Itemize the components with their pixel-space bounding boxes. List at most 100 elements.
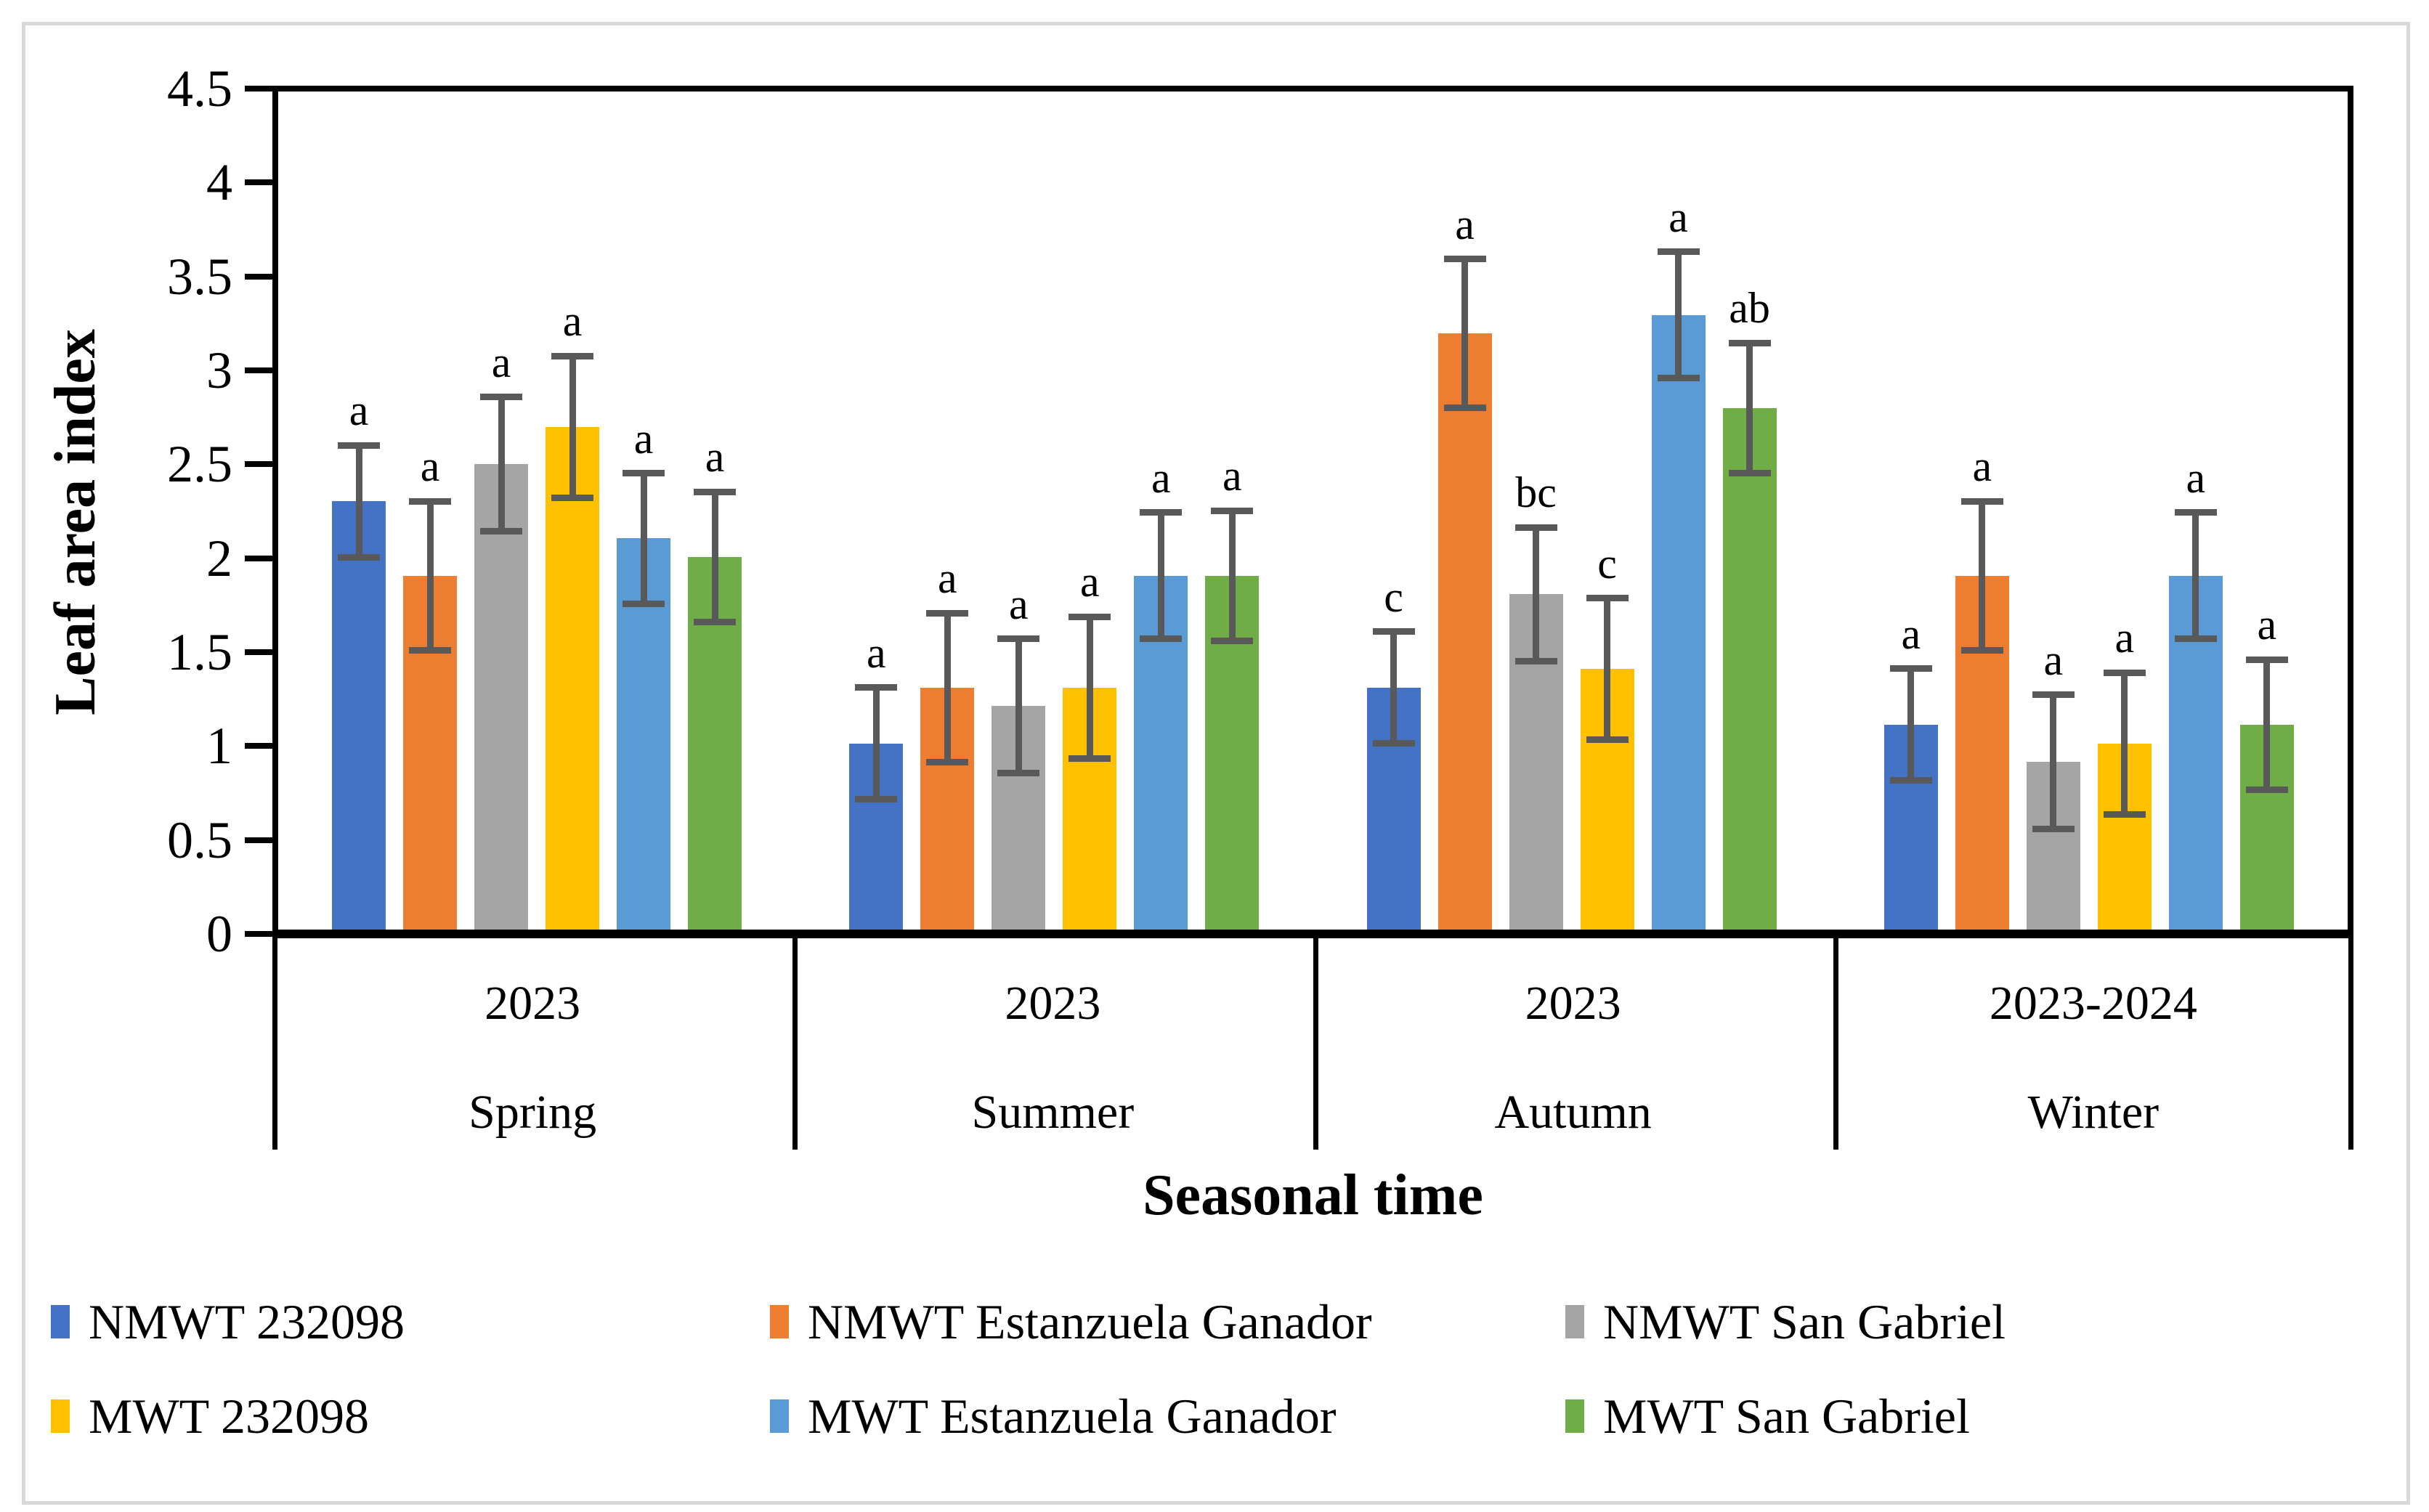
error-bar-cap [2174,509,2217,516]
error-bar-cap [694,488,737,495]
category-year-label: 2023 [1525,977,1621,1030]
y-tick-label: 2.5 [167,435,232,494]
significance-letter: ab [1729,284,1770,333]
significance-letter: a [1972,442,1992,491]
error-bar-cap [551,494,594,501]
error-bar-cap [480,394,523,401]
error-bar-cap [2245,656,2288,663]
y-tick-label: 0 [206,905,232,963]
error-bar [1533,527,1540,662]
category-divider [2348,938,2353,1150]
significance-letter: bc [1515,468,1557,517]
error-bar-cap [480,527,523,535]
error-bar-cap [338,442,381,449]
error-bar-cap [997,770,1040,777]
error-bar-cap [2174,635,2217,643]
significance-letter: a [2186,453,2206,502]
error-bar [355,445,362,558]
y-tick-label: 0.5 [167,810,232,869]
bar-spring-series-3 [546,426,600,930]
error-bar-cap [1514,524,1557,531]
error-bar-cap [1140,635,1183,643]
error-bar [498,397,505,532]
error-bar-cap [694,619,737,626]
error-bar-cap [1657,248,1700,256]
error-bar [944,613,951,763]
significance-letter: a [705,433,725,481]
y-tick-mark [245,367,272,373]
legend-label: MWT 232098 [89,1389,369,1444]
legend-swatch-icon [1565,1305,1584,1338]
error-bar-cap [409,646,452,654]
error-bar-cap [855,796,898,802]
error-bar [1746,343,1753,473]
y-tick-label: 2 [206,529,232,588]
significance-letter: c [1384,572,1403,621]
error-bar-cap [1657,375,1700,382]
error-bar-cap [2032,826,2075,833]
significance-letter: a [938,554,957,603]
significance-letter: a [562,297,583,346]
y-tick-mark [245,837,272,843]
legend-label: MWT San Gabriel [1603,1389,1970,1444]
legend-swatch-icon [51,1305,70,1338]
category-divider [272,938,277,1150]
error-bar-cap [1728,339,1771,346]
error-bar [1390,631,1398,744]
y-tick-mark [245,931,272,937]
error-bar-cap [623,470,665,477]
y-tick-label: 3.5 [167,247,232,306]
legend-swatch-icon [51,1399,70,1433]
error-bar-cap [1586,736,1629,743]
error-bar-cap [1443,256,1486,263]
error-bar [1015,638,1022,773]
significance-letter: a [1222,452,1242,500]
error-bar-cap [926,758,969,765]
error-bar [569,356,576,498]
category-season-label: Winter [2027,1086,2160,1139]
error-bar-cap [1960,497,2003,505]
significance-letter: a [1080,558,1100,606]
error-bar-cap [2245,787,2288,794]
bar-autumn-series-4 [1651,314,1706,930]
significance-letter: a [1901,609,1921,658]
legend-item-nmwt-estanzuela-ganador: NMWT Estanzuela Ganador [770,1294,1372,1349]
error-bar [1907,669,1915,781]
y-tick-label: 4.5 [167,60,232,118]
y-tick-mark [245,461,272,468]
legend-item-mwt-estanzuela-ganador: MWT Estanzuela Ganador [770,1389,1337,1444]
y-tick-label: 1.5 [167,623,232,681]
significance-letter: a [1668,192,1688,241]
error-bar-cap [623,600,665,607]
error-bar [872,687,880,800]
y-tick-mark [245,86,272,92]
error-bar [640,473,647,604]
significance-letter: a [1151,453,1171,502]
category-season-label: Spring [469,1086,597,1139]
category-year-label: 2023 [1005,977,1101,1030]
error-bar-cap [1068,613,1111,620]
error-bar-cap [1889,777,1932,784]
error-bar-cap [1514,658,1557,665]
error-bar [2050,694,2057,829]
category-year-label: 2023-2024 [1989,977,2197,1030]
bar-autumn-series-1 [1437,333,1492,930]
error-bar-cap [2103,669,2146,676]
error-bar [1157,512,1164,639]
error-bar-cap [997,635,1040,643]
error-bar-cap [1960,646,2003,654]
legend-item-nmwt-san-gabriel: NMWT San Gabriel [1565,1294,2006,1349]
error-bar [1604,598,1611,740]
error-bar-cap [1140,509,1183,516]
error-bar [2192,512,2199,639]
legend-label: NMWT Estanzuela Ganador [808,1294,1372,1349]
error-bar [1086,617,1093,759]
x-axis-title: Seasonal time [1143,1163,1483,1227]
y-tick-mark [245,179,272,186]
error-bar-cap [1372,740,1415,747]
significance-letter: a [349,386,369,435]
y-tick-label: 1 [206,717,232,776]
category-divider [1833,938,1838,1150]
legend-label: MWT Estanzuela Ganador [808,1389,1337,1444]
